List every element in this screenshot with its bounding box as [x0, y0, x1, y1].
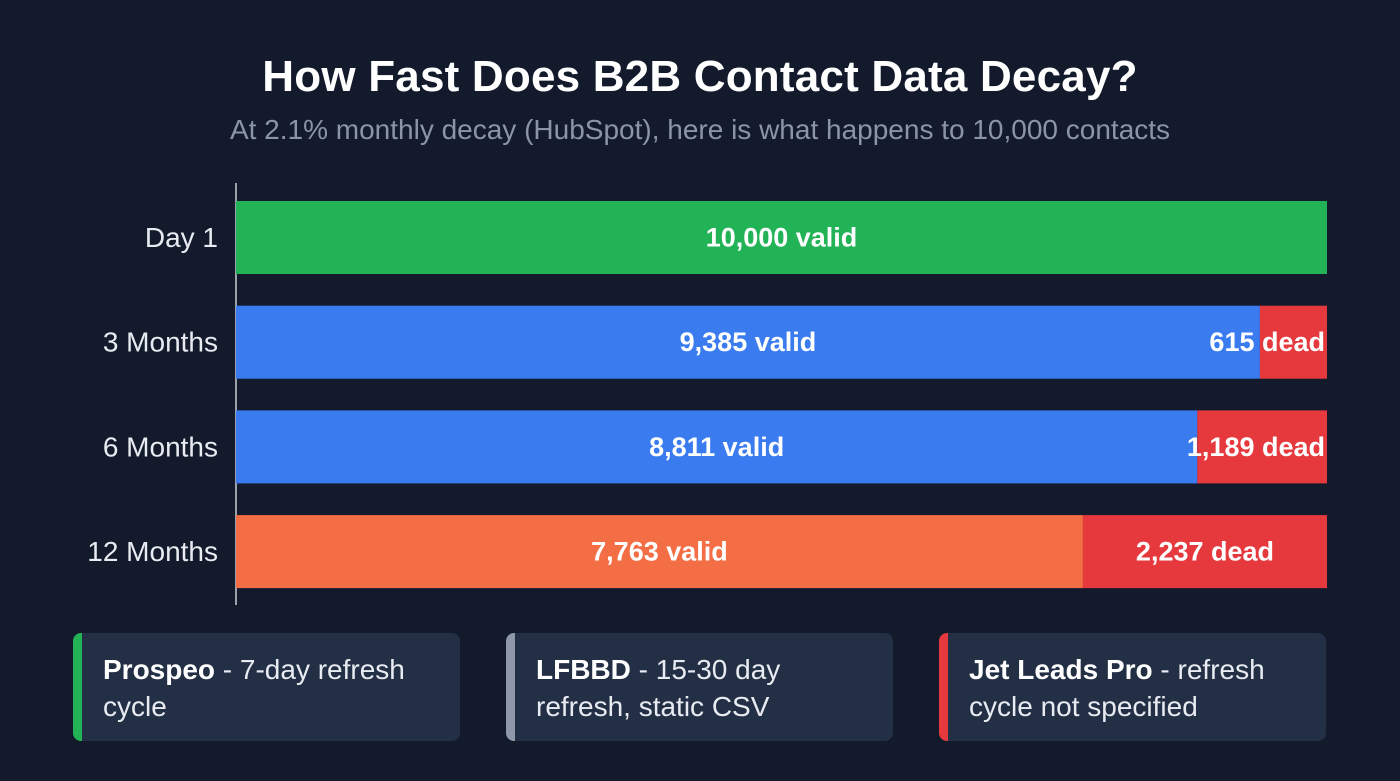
provider-description: - 7-day refresh cycle — [103, 654, 405, 722]
bar-dead-label: 615 dead — [1209, 327, 1325, 357]
bar-dead-segment — [1259, 305, 1327, 379]
page-subtitle: At 2.1% monthly decay (HubSpot), here is… — [229, 114, 1171, 145]
card-accent-bar — [73, 633, 82, 741]
bar-dead-label: 2,237 dead — [1136, 537, 1274, 567]
bar-valid-label: 9,385 valid — [680, 327, 817, 357]
bar-valid-label: 8,811 valid — [649, 432, 784, 462]
card-text: LFBBD - 15-30 day refresh, static CSV — [536, 651, 876, 725]
category-label: 12 Months — [87, 536, 218, 567]
provider-name: Jet Leads Pro — [969, 654, 1153, 685]
bar-valid-label: 10,000 valid — [706, 223, 858, 253]
card-text: Prospeo - 7-day refresh cycle — [103, 651, 443, 725]
category-label: 6 Months — [103, 431, 218, 462]
provider-card-lfbbd: LFBBD - 15-30 day refresh, static CSV — [506, 633, 893, 741]
provider-cards: Prospeo - 7-day refresh cycle LFBBD - 15… — [73, 633, 1327, 741]
bar-valid-segment — [236, 515, 1083, 589]
bar-valid-segment — [236, 305, 1260, 379]
page-title: How Fast Does B2B Contact Data Decay? — [262, 52, 1138, 101]
bar-dead-label: 1,189 dead — [1187, 432, 1325, 462]
bar-valid-segment — [236, 201, 1327, 274]
bar-dead-segment — [1197, 410, 1327, 484]
category-label: 3 Months — [103, 327, 218, 358]
card-accent-bar — [939, 633, 948, 741]
provider-description: - 15-30 day refresh, static CSV — [536, 654, 781, 722]
category-label: Day 1 — [145, 222, 218, 253]
card-accent-bar — [506, 633, 515, 741]
bar-valid-label: 7,763 valid — [591, 537, 728, 567]
provider-name: LFBBD — [536, 654, 631, 685]
bar-valid-segment — [236, 410, 1198, 484]
provider-name: Prospeo — [103, 654, 216, 685]
card-text: Jet Leads Pro - refresh cycle not specif… — [969, 651, 1309, 725]
provider-card-prospeo: Prospeo - 7-day refresh cycle — [73, 633, 460, 741]
bar-dead-segment — [1082, 515, 1327, 589]
provider-card-jet-leads-pro: Jet Leads Pro - refresh cycle not specif… — [939, 633, 1326, 741]
provider-description: - refresh cycle not specified — [969, 654, 1265, 722]
